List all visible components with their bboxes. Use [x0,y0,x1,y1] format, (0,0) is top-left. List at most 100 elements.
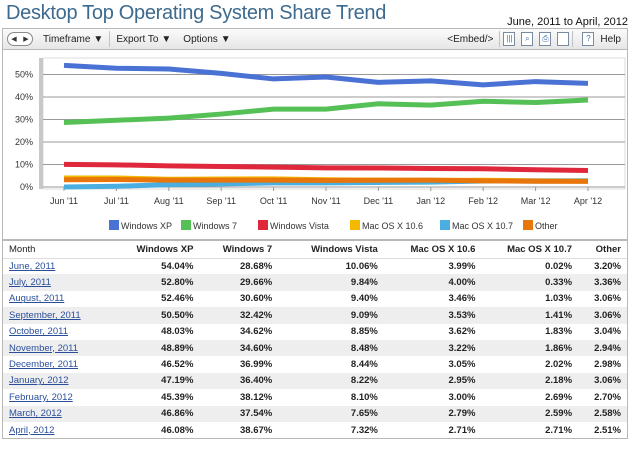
y-tick-label: 0% [20,182,33,192]
month-link[interactable]: August, 2011 [9,293,65,305]
value-cell: 3.99% [448,260,476,272]
value-cell: 3.06% [594,293,621,305]
value-cell: 2.58% [578,405,627,422]
column-header[interactable]: Mac OS X 10.7 [481,241,579,259]
month-cell: July, 2011 [3,274,119,291]
timeframe-menu[interactable]: Timeframe ▼ [37,29,109,49]
y-tick-label: 30% [15,115,33,125]
value-cell: 2.98% [594,359,621,371]
timeframe-label: Timeframe [43,33,91,45]
month-link[interactable]: April, 2012 [9,424,55,436]
month-link[interactable]: June, 2011 [9,260,56,272]
embed-label: <Embed/> [447,33,494,45]
month-cell: November, 2011 [3,339,119,357]
value-cell: 36.99% [239,359,273,371]
y-tick-label: 20% [15,137,33,147]
value-cell: 8.10% [350,391,378,403]
table-row: December, 2011 46.52% 36.99% 8.44% 3.05% 2.02… [3,356,627,372]
column-header[interactable]: Other [578,241,627,259]
value-cell: 54.04% [161,260,194,272]
options-label: Options [183,33,218,45]
value-cell: 8.44% [350,359,378,371]
options-menu[interactable]: Options ▼ [177,29,236,49]
table-row: January, 2012 47.19% 36.40% 8.22% 2.95% 2.18%… [3,372,627,390]
table-row: October, 2011 48.03% 34.62% 8.85% 3.62% 1.83%… [3,324,627,340]
value-cell: 3.53% [383,307,482,324]
value-cell: 2.02% [545,359,573,371]
column-header[interactable]: Windows Vista [278,241,384,259]
month-link[interactable]: October, 2011 [9,326,68,338]
month-cell: October, 2011 [3,324,119,340]
value-cell: 9.84% [278,274,384,291]
month-link[interactable]: February, 2012 [9,391,73,403]
value-cell: 3.04% [594,326,621,338]
divider [109,31,111,47]
month-link[interactable]: July, 2011 [9,277,51,289]
document-icon[interactable] [557,32,570,46]
value-cell: 46.08% [161,424,194,436]
value-cell: 47.19% [118,372,200,390]
x-tick-label: Apr '12 [574,196,602,206]
value-cell: 7.32% [350,424,378,436]
x-tick-label: Mar '12 [521,196,551,206]
month-link[interactable]: November, 2011 [9,342,79,354]
columns-icon[interactable]: ||| [503,32,516,46]
value-cell: 8.85% [350,326,378,338]
x-tick-label: Jan '12 [416,196,445,206]
table-row: November, 2011 48.89% 34.60% 8.48% 3.22% 1.86… [3,339,627,357]
help-label: Help [600,33,621,45]
value-cell: 32.42% [199,307,279,324]
month-link[interactable]: March, 2012 [9,408,62,420]
help-button[interactable]: ? Help [573,29,627,49]
help-icon: ? [582,32,595,46]
value-cell: 3.20% [594,260,621,272]
value-cell: 8.22% [278,372,384,390]
month-cell: December, 2011 [3,356,119,372]
chevron-down-icon: ▼ [220,33,231,45]
month-cell: June, 2011 [3,258,119,274]
line-chart: 0% 10% 20% 30% 40% 50% Jun '11 Jul '11 Aug '11 Se… [15,57,626,231]
table-row: July, 2011 52.80% 29.66% 9.84% 4.00% 0.33% 3.3… [3,274,627,291]
value-cell: 48.03% [161,326,194,338]
column-header[interactable]: Windows 7 [199,241,279,259]
value-cell: 2.71% [448,424,476,436]
value-cell: 52.80% [118,274,200,291]
value-cell: 46.86% [118,405,200,422]
print-preview-icon[interactable]: ⌕ [521,32,534,46]
table-row: February, 2012 45.39% 38.12% 8.10% 3.00% 2.69… [3,389,627,405]
value-cell: 2.69% [545,391,573,403]
value-cell: 1.86% [481,339,579,357]
legend-label: Mac OS X 10.7 [452,221,513,231]
value-cell: 1.03% [545,293,573,305]
next-arrow-icon[interactable]: ▶ [23,36,29,43]
value-cell: 0.02% [545,260,573,272]
prev-arrow-icon[interactable]: ◀ [11,36,17,43]
value-cell: 50.50% [118,307,200,324]
plot-wall [39,58,43,189]
value-cell: 2.59% [481,405,579,422]
month-link[interactable]: December, 2011 [9,359,79,371]
value-cell: 38.12% [239,391,273,403]
value-cell: 2.71% [545,424,573,436]
x-tick-label: Jun '11 [50,196,78,206]
month-link[interactable]: January, 2012 [9,375,69,387]
value-cell: 28.68% [239,260,273,272]
column-header[interactable]: Windows XP [118,241,200,259]
prev-next-buttons[interactable]: ◀ ▶ [7,32,33,46]
value-cell: 48.89% [118,339,200,357]
data-table: Month Windows XP Windows 7 Windows Vista Mac… [3,241,627,438]
legend-swatch [181,220,191,230]
table-header-row: Month Windows XP Windows 7 Windows Vista Mac… [3,241,627,259]
column-header[interactable]: Month [3,241,119,259]
value-cell: 3.36% [578,274,627,291]
value-cell: 2.94% [578,339,627,357]
value-cell: 2.95% [383,372,482,390]
value-cell: 2.79% [383,405,482,422]
export-menu[interactable]: Export To ▼ [110,29,177,49]
month-link[interactable]: September, 2011 [9,309,81,321]
legend-swatch [258,220,268,230]
embed-button[interactable]: <Embed/> [441,29,499,49]
legend-swatch [109,220,119,230]
print-icon[interactable]: ⎙ [539,32,552,46]
column-header[interactable]: Mac OS X 10.6 [383,241,482,259]
